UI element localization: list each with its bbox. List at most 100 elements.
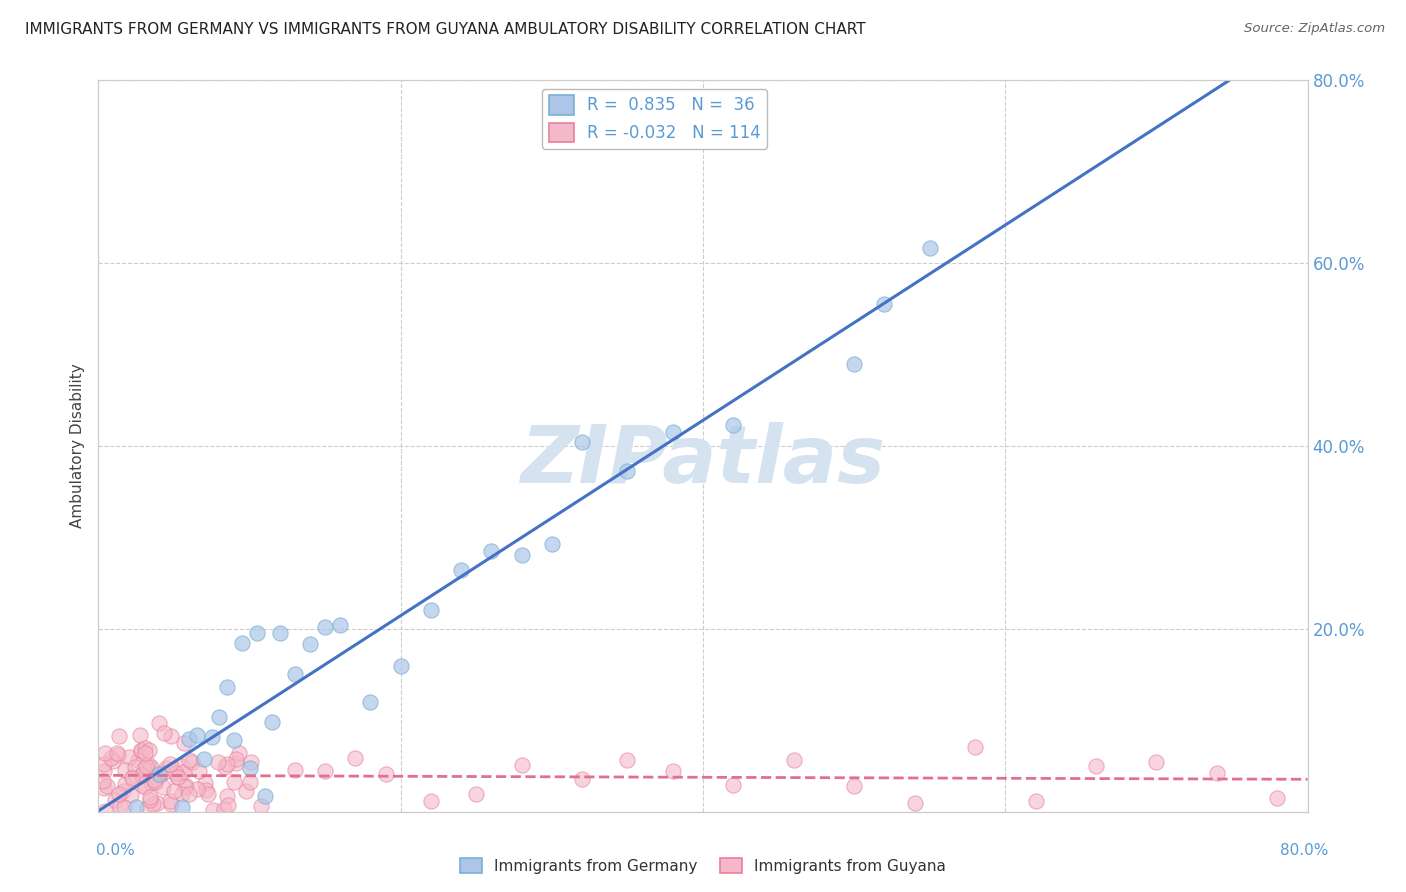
Point bbox=[262, 714, 284, 729]
Point bbox=[1206, 766, 1229, 780]
Point bbox=[159, 794, 181, 808]
Legend: Immigrants from Germany, Immigrants from Guyana: Immigrants from Germany, Immigrants from… bbox=[454, 852, 952, 880]
Point bbox=[215, 680, 238, 694]
Point bbox=[143, 774, 166, 789]
Point bbox=[129, 728, 152, 742]
Point bbox=[160, 729, 183, 743]
Point bbox=[136, 757, 159, 772]
Point bbox=[165, 766, 187, 780]
Point bbox=[107, 729, 129, 743]
Point bbox=[873, 297, 896, 311]
Point bbox=[201, 803, 224, 817]
Point bbox=[231, 636, 253, 650]
Point bbox=[112, 783, 135, 797]
Point bbox=[142, 797, 165, 811]
Point bbox=[114, 764, 136, 778]
Point bbox=[96, 779, 118, 793]
Point bbox=[965, 739, 987, 754]
Point bbox=[91, 774, 114, 789]
Point bbox=[149, 768, 172, 782]
Point bbox=[228, 746, 250, 760]
Point bbox=[374, 766, 396, 780]
Point bbox=[314, 620, 336, 634]
Point bbox=[124, 759, 146, 773]
Point bbox=[1024, 794, 1046, 808]
Point bbox=[148, 769, 170, 783]
Point bbox=[104, 793, 127, 807]
Point bbox=[239, 755, 262, 769]
Point bbox=[121, 770, 143, 784]
Point bbox=[661, 425, 683, 440]
Point bbox=[93, 756, 115, 771]
Point bbox=[481, 544, 503, 558]
Point bbox=[112, 800, 135, 814]
Point bbox=[131, 744, 153, 758]
Point bbox=[135, 758, 157, 772]
Point bbox=[360, 696, 382, 710]
Point bbox=[661, 764, 683, 779]
Point bbox=[208, 710, 231, 724]
Point bbox=[918, 241, 941, 255]
Point bbox=[217, 798, 239, 813]
Y-axis label: Ambulatory Disability: Ambulatory Disability bbox=[70, 364, 86, 528]
Point bbox=[284, 763, 307, 777]
Point bbox=[201, 731, 224, 745]
Point bbox=[155, 761, 177, 775]
Point bbox=[904, 797, 927, 811]
Text: 0.0%: 0.0% bbox=[96, 843, 135, 858]
Point bbox=[1191, 64, 1213, 78]
Point bbox=[129, 767, 152, 781]
Point bbox=[235, 784, 257, 798]
Point bbox=[571, 772, 593, 786]
Point bbox=[170, 787, 193, 801]
Point bbox=[148, 767, 170, 781]
Point bbox=[181, 755, 204, 769]
Point bbox=[173, 780, 195, 794]
Point bbox=[239, 761, 262, 775]
Point bbox=[215, 757, 238, 772]
Point bbox=[139, 792, 162, 806]
Point bbox=[166, 770, 188, 784]
Point bbox=[225, 752, 247, 766]
Point bbox=[107, 787, 129, 801]
Point bbox=[207, 756, 229, 770]
Point bbox=[138, 742, 160, 756]
Point bbox=[153, 725, 176, 739]
Point bbox=[172, 765, 194, 780]
Point bbox=[214, 760, 236, 774]
Point bbox=[179, 732, 201, 747]
Point bbox=[143, 772, 166, 787]
Text: Source: ZipAtlas.com: Source: ZipAtlas.com bbox=[1244, 22, 1385, 36]
Point bbox=[193, 752, 215, 766]
Point bbox=[105, 747, 128, 761]
Point bbox=[121, 771, 143, 785]
Point bbox=[186, 728, 208, 742]
Point bbox=[114, 777, 136, 791]
Point bbox=[269, 625, 291, 640]
Point bbox=[93, 781, 115, 796]
Point bbox=[120, 788, 142, 802]
Point bbox=[197, 788, 219, 802]
Point bbox=[224, 732, 246, 747]
Point bbox=[1085, 759, 1108, 773]
Point bbox=[173, 735, 195, 749]
Point bbox=[420, 794, 443, 808]
Point bbox=[188, 764, 211, 778]
Point bbox=[139, 776, 162, 790]
Point bbox=[389, 659, 412, 673]
Point bbox=[134, 746, 156, 760]
Point bbox=[125, 800, 148, 814]
Point bbox=[166, 770, 188, 784]
Point bbox=[179, 753, 201, 767]
Point bbox=[160, 797, 183, 811]
Point bbox=[194, 776, 217, 790]
Point bbox=[299, 638, 322, 652]
Point bbox=[465, 787, 488, 801]
Point bbox=[616, 464, 638, 478]
Point bbox=[131, 743, 153, 757]
Point bbox=[131, 768, 153, 782]
Point bbox=[844, 779, 866, 793]
Text: IMMIGRANTS FROM GERMANY VS IMMIGRANTS FROM GUYANA AMBULATORY DISABILITY CORRELAT: IMMIGRANTS FROM GERMANY VS IMMIGRANTS FR… bbox=[25, 22, 866, 37]
Point bbox=[139, 789, 162, 804]
Point bbox=[159, 756, 181, 771]
